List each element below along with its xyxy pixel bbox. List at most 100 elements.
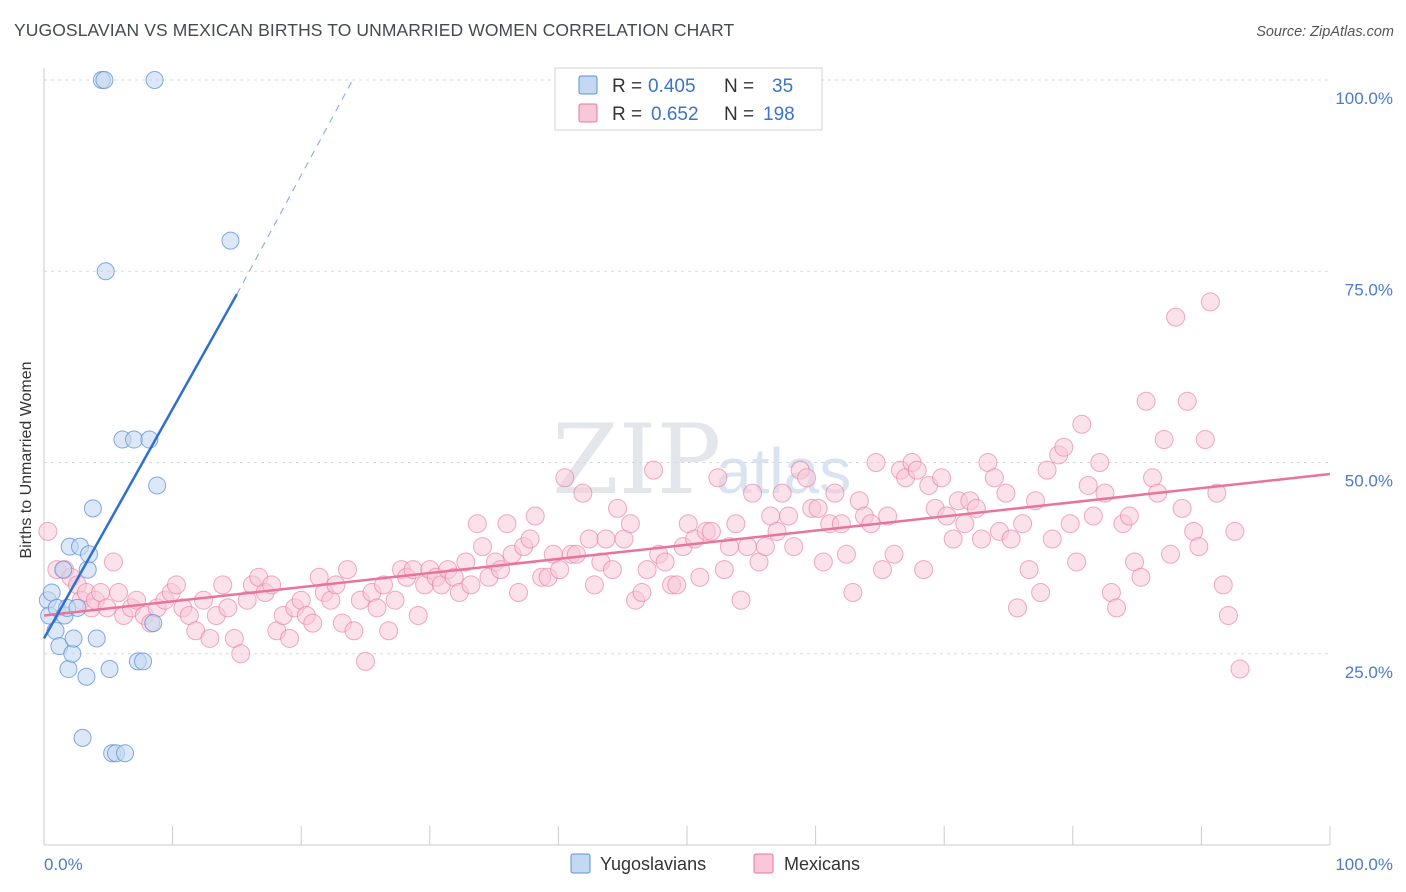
mexicans-point	[1154, 430, 1174, 450]
yugoslavians-point	[134, 652, 153, 671]
bottom-legend-swatch-mexicans	[753, 853, 774, 874]
mexicans-point	[280, 628, 300, 648]
mexicans-point	[1218, 606, 1238, 625]
yugoslavians-point	[95, 71, 114, 89]
mexicans-point	[491, 560, 511, 580]
mexicans-point	[1195, 430, 1215, 450]
yugoslavians-point	[96, 262, 115, 281]
mexicans-point	[772, 483, 792, 503]
yugoslavians-point	[63, 644, 82, 663]
mexicans-point	[637, 560, 657, 580]
mexicans-point	[996, 483, 1016, 503]
mexicans-point	[303, 613, 323, 633]
mexicans-point	[1072, 414, 1092, 434]
gridlines	[44, 79, 1330, 655]
mexicans-point	[932, 468, 952, 488]
mexicans-point	[1177, 391, 1197, 411]
mexicans-point	[408, 606, 428, 625]
mexicans-point	[984, 468, 1004, 488]
mexicans-point	[1200, 292, 1220, 312]
mexicans-point	[367, 598, 387, 618]
mexicans-point	[109, 583, 129, 603]
mexicans-point	[1042, 529, 1062, 549]
mexicans-point	[1230, 659, 1250, 679]
mexicans-point	[1083, 506, 1103, 526]
series-legend: Yugoslavians Mexicans	[570, 853, 860, 874]
mexicans-point	[743, 483, 763, 503]
mexicans-point	[38, 521, 58, 541]
mexicans-point	[193, 590, 213, 610]
yugoslavians-point	[73, 728, 92, 747]
mexicans-point	[473, 537, 493, 557]
mexicans-point	[866, 453, 886, 472]
mexicans-point	[1067, 552, 1087, 572]
mexicans-point	[1078, 475, 1098, 495]
mexicans-point	[337, 560, 357, 580]
mexicans-point	[1031, 583, 1051, 603]
mexicans-point	[218, 598, 238, 618]
mexicans-point	[632, 583, 652, 603]
mexicans-point	[808, 498, 828, 518]
mexicans-point	[971, 529, 991, 549]
mexicans-point	[166, 575, 186, 595]
yugoslavians-point	[54, 560, 73, 579]
mexicans-point	[1225, 521, 1245, 541]
mexicans-point	[497, 514, 517, 534]
yugoslavians-point	[83, 499, 102, 518]
bottom-legend-swatch-yugoslavians	[570, 853, 591, 874]
mexicans-point	[825, 483, 845, 503]
mexicans-point	[836, 544, 856, 564]
axes	[43, 68, 1331, 846]
mexicans-point	[461, 575, 481, 595]
mexicans-point	[1019, 560, 1039, 580]
mexicans-point	[231, 644, 251, 664]
mexicans-point	[797, 468, 817, 488]
mexicans-point	[1119, 506, 1139, 526]
yugoslavians-point	[148, 476, 167, 495]
legend-swatch-mexicans	[578, 103, 598, 123]
mexicans-point	[701, 521, 721, 541]
mexicans-point	[1054, 437, 1074, 457]
legend-n-value-1: 35	[772, 76, 793, 97]
bottom-legend-label-mexicans: Mexicans	[784, 854, 860, 874]
legend-r-value-2: 0.652	[651, 104, 699, 125]
yugoslavians-trend-extension	[236, 79, 354, 295]
mexicans-point	[1008, 598, 1028, 618]
x-tick-label: 100.0%	[1335, 855, 1393, 874]
mexicans-point	[1013, 514, 1033, 534]
mexicans-point	[1189, 537, 1209, 557]
mexicans-trend-line	[43, 472, 1331, 617]
tick-labels: 25.0% 50.0% 75.0% 100.0% 0.0% 100.0%	[44, 89, 1393, 874]
yugoslavians-point	[68, 598, 87, 617]
mexicans-point	[784, 537, 804, 557]
mexicans-point	[1161, 544, 1181, 564]
yugoslavians-point	[221, 231, 240, 250]
mexicans-point	[690, 567, 710, 587]
mexicans-point	[878, 506, 898, 526]
mexicans-point	[914, 560, 934, 580]
mexicans-point	[579, 529, 599, 549]
source-label: Source: ZipAtlas.com	[1256, 24, 1394, 40]
mexicans-point	[813, 552, 833, 572]
y-tick-label: 75.0%	[1345, 280, 1393, 299]
yugoslavians-point	[42, 583, 61, 602]
mexicans-point	[907, 460, 927, 480]
yugoslavians-trend-line	[42, 293, 238, 640]
legend-r-label-2: R =	[612, 104, 642, 125]
mexicans-point	[726, 514, 746, 534]
mexicans-point	[1037, 460, 1057, 480]
mexicans-point	[379, 621, 399, 641]
trend-lines	[42, 79, 1331, 640]
mexicans-point	[655, 552, 675, 572]
mexicans-points	[38, 292, 1250, 679]
mexicans-point	[344, 621, 364, 641]
mexicans-point	[1060, 514, 1080, 534]
mexicans-point	[1090, 453, 1110, 472]
mexicans-point	[584, 575, 604, 595]
mexicans-point	[1207, 483, 1227, 503]
mexicans-point	[385, 590, 405, 610]
mexicans-point	[550, 560, 570, 580]
mexicans-point	[714, 560, 734, 580]
mexicans-point	[525, 506, 545, 526]
